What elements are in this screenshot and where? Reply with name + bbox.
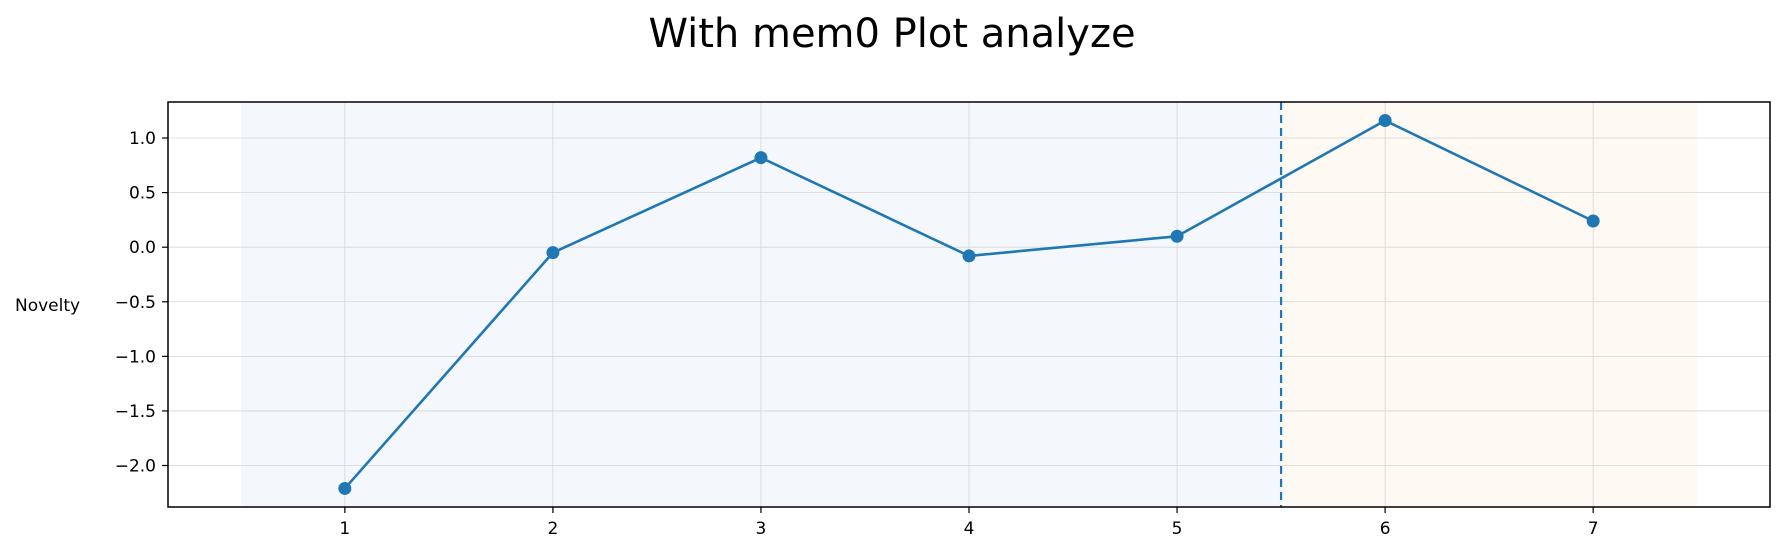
y-axis-label: Novelty xyxy=(15,296,80,316)
axis-ticks: 1 2 3 4 5 6 7 1.0 0.5 0.0 −0.5 −1.0 −1.5 −2.0 xyxy=(115,129,1599,539)
x-tick-label: 1 xyxy=(339,519,350,539)
x-tick-label: 4 xyxy=(964,519,975,539)
data-point xyxy=(546,246,560,260)
x-tick-label: 3 xyxy=(756,519,767,539)
y-tick-label: −2.0 xyxy=(115,457,156,477)
data-point xyxy=(338,481,352,495)
series-layer xyxy=(338,114,1600,495)
y-tick-label: 0.0 xyxy=(129,238,156,258)
x-tick-label: 2 xyxy=(547,519,558,539)
data-point xyxy=(962,249,976,263)
data-point xyxy=(1170,229,1184,243)
data-point xyxy=(1378,114,1392,128)
x-tick-label: 6 xyxy=(1380,519,1391,539)
region-2 xyxy=(1281,103,1698,506)
grid-lines xyxy=(168,102,1770,507)
data-point xyxy=(1586,214,1600,228)
data-point xyxy=(754,151,768,165)
x-tick-label: 5 xyxy=(1172,519,1183,539)
x-tick-label: 7 xyxy=(1588,519,1599,539)
y-tick-label: 1.0 xyxy=(129,129,156,149)
y-tick-label: −1.5 xyxy=(115,402,156,422)
y-tick-label: −0.5 xyxy=(115,293,156,313)
y-tick-label: 0.5 xyxy=(129,184,156,204)
y-tick-label: −1.0 xyxy=(115,347,156,367)
chart-title: With mem0 Plot analyze xyxy=(648,11,1135,57)
